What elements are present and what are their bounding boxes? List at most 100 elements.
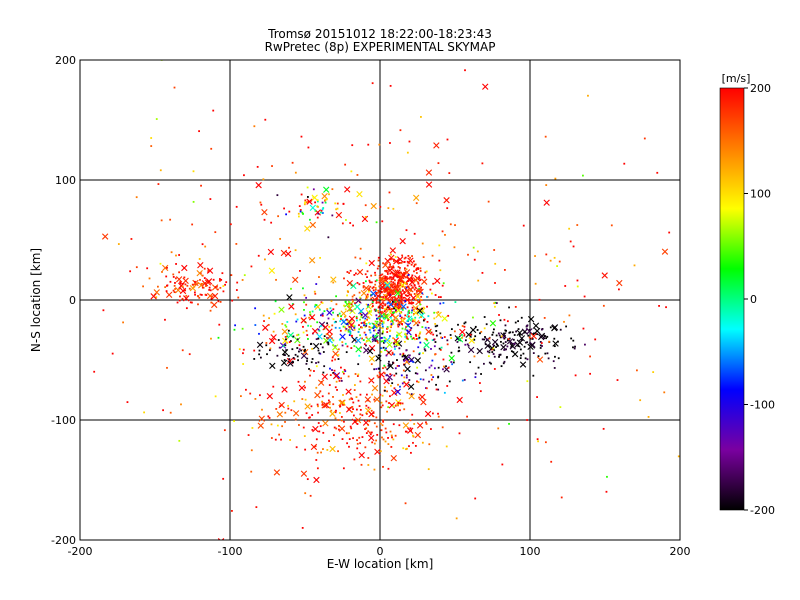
data-point-x [420,399,427,406]
data-point-dot [415,202,418,205]
data-point-dot [203,267,206,270]
data-point-dot [419,378,422,381]
data-point-dot [491,348,493,351]
data-point-dot [277,339,280,341]
data-point-dot [498,353,501,356]
data-point-dot [334,326,337,329]
data-point-dot [506,320,509,323]
data-point-dot [363,343,366,346]
data-point-dot [323,365,326,368]
data-point-x [434,277,441,285]
data-point-x [370,290,377,297]
data-point-dot [440,336,442,339]
data-point-dot [420,289,423,291]
data-point-x [516,329,523,337]
data-point-dot [380,401,383,404]
data-point-dot [532,333,535,336]
data-point-dot [93,370,96,373]
data-point-dot [427,326,430,329]
data-point-dot [472,316,474,319]
data-point-dot [417,346,420,349]
data-point-dot [376,291,379,294]
data-point-dot [422,256,425,259]
data-point-dot [309,416,311,419]
data-point-dot [508,306,510,309]
data-point-dot [393,374,396,377]
data-point-dot [554,177,557,180]
data-point-dot [287,407,290,410]
data-point-dot [375,317,378,320]
data-point-dot [305,329,308,332]
data-point-dot [495,334,498,337]
data-point-dot [559,406,562,409]
data-point-x [269,362,276,370]
data-point-dot [510,350,513,353]
data-point-dot [375,416,378,419]
data-point-dot [233,328,236,331]
data-point-dot [569,240,572,243]
data-point-x [348,315,356,322]
data-point-dot [384,366,387,369]
data-point-dot [404,267,406,270]
data-point-x [469,326,477,334]
data-point-dot [553,337,556,340]
data-point-dot [293,400,296,403]
data-point-dot [510,346,513,348]
data-point-dot [647,416,650,418]
data-point-x [400,303,407,310]
chart-subtitle: RwPretec (8p) EXPERIMENTAL SKYMAP [265,40,496,54]
data-point-dot [381,331,384,334]
data-point-dot [340,416,343,418]
data-point-dot [247,434,250,436]
data-point-dot [311,358,314,360]
data-point-dot [426,305,428,308]
data-point-x [363,347,370,354]
data-point-x [403,381,410,388]
data-point-dot [320,451,323,454]
data-point-dot [397,285,400,288]
data-point-dot [251,427,254,429]
data-point-dot [279,237,282,240]
data-point-dot [315,362,317,364]
data-point-dot [408,302,410,305]
data-point-dot [390,308,393,310]
data-point-dot [351,406,354,408]
data-point-dot [373,325,376,327]
data-point-dot [331,324,334,327]
data-point-dot [494,301,497,304]
data-point-dot [514,321,517,324]
data-point-dot [317,205,319,208]
data-point-dot [365,393,368,396]
data-point-dot [349,222,352,224]
data-point-x [616,279,623,287]
data-point-dot [404,354,406,357]
data-point-dot [389,309,392,311]
data-point-dot [224,283,226,286]
data-point-dot [289,340,292,342]
data-point-dot [357,331,360,333]
data-point-dot [480,373,482,375]
data-point-dot [388,379,391,382]
data-point-dot [439,332,442,335]
data-point-dot [389,373,392,376]
data-point-dot [344,163,347,166]
data-point-dot [343,420,345,423]
data-point-dot [430,428,432,430]
data-point-dot [327,392,330,395]
data-point-x [183,295,190,302]
data-point-dot [380,429,383,432]
data-point-dot [200,184,202,187]
data-point-dot [486,350,489,353]
data-point-dot [148,277,151,280]
data-point-dot [349,330,352,333]
data-point-dot [209,289,212,292]
data-point-dot [390,316,392,319]
data-point-x [270,334,277,341]
data-point-dot [302,325,304,328]
data-point-dot [429,288,432,291]
data-point-dot [430,378,433,381]
data-point-dot [316,403,319,406]
colorbar-tick-label: 200 [750,82,771,95]
data-point-dot [316,216,319,219]
data-point-dot [354,256,357,259]
